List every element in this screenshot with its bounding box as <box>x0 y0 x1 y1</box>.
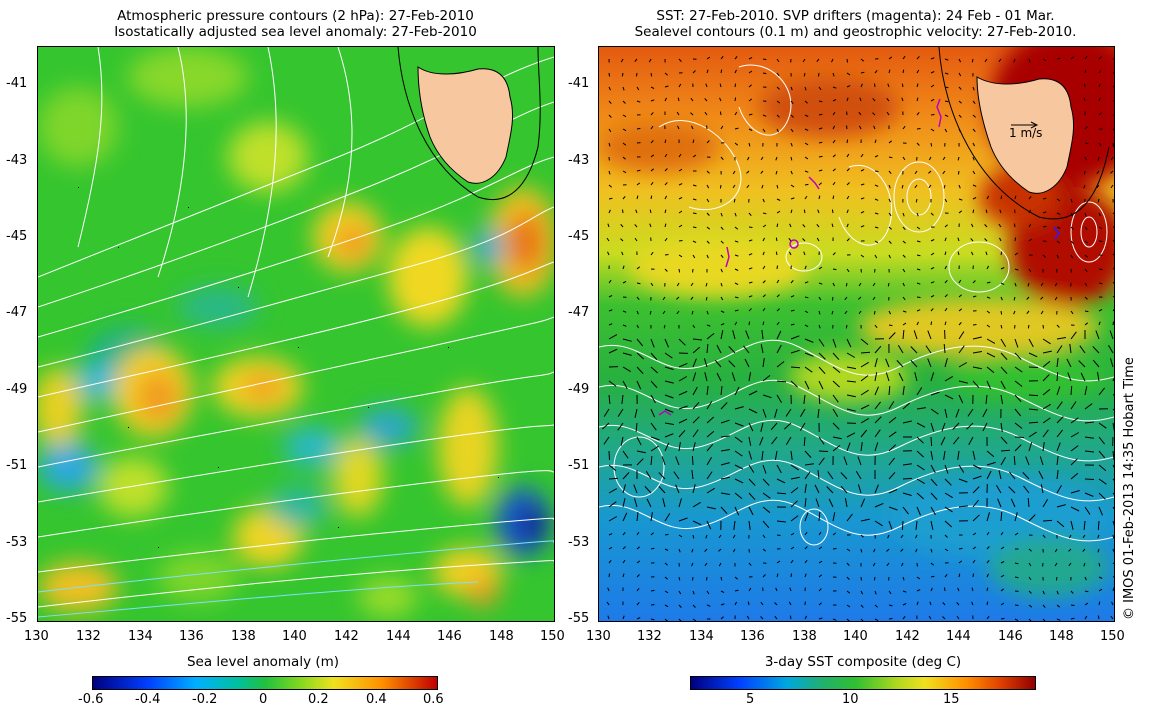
lat-tick: -47 <box>6 305 28 320</box>
lon-tick: 136 <box>179 629 204 644</box>
lat-tick: -45 <box>6 229 28 244</box>
lon-tick: 136 <box>740 629 765 644</box>
colorbar-tick: 10 <box>842 692 859 707</box>
colorbar-tick: 0.2 <box>308 692 329 707</box>
sla-colorbar-label: Sea level anomaly (m) <box>186 654 340 670</box>
sla-map-graphic <box>38 47 554 621</box>
colorbar-tick: -0.2 <box>192 692 218 707</box>
lat-tick: -49 <box>6 382 28 397</box>
colorbar-tick: -0.6 <box>78 692 104 707</box>
lon-tick: 132 <box>76 629 101 644</box>
left-title-line1: Atmospheric pressure contours (2 hPa): 2… <box>117 8 474 24</box>
lat-tick: -47 <box>568 305 590 320</box>
lat-tick: -49 <box>568 382 590 397</box>
left-title-line2: Isostatically adjusted sea level anomaly… <box>114 24 477 40</box>
lon-tick: 150 <box>1100 629 1125 644</box>
credit-text: © IMOS 01-Feb-2013 14:35 Hobart Time <box>1122 357 1137 620</box>
sst-map: 1 m/s <box>598 46 1115 622</box>
colorbar-tick: 15 <box>943 692 960 707</box>
right-title-line1: SST: 27-Feb-2010. SVP drifters (magenta)… <box>656 8 1055 24</box>
sst-map-graphic <box>599 47 1114 621</box>
lon-tick: 132 <box>637 629 662 644</box>
lat-tick: -53 <box>6 535 28 550</box>
lon-tick: 148 <box>1049 629 1074 644</box>
lon-tick: 142 <box>334 629 359 644</box>
lon-tick: 144 <box>386 629 411 644</box>
lon-tick: 146 <box>998 629 1023 644</box>
colorbar-tick: 0.4 <box>366 692 387 707</box>
lat-tick: -51 <box>568 458 590 473</box>
lon-tick: 130 <box>586 629 611 644</box>
sla-map <box>37 46 555 622</box>
lat-tick: -43 <box>568 153 590 168</box>
lon-tick: 134 <box>689 629 714 644</box>
colorbar-tick: 0 <box>259 692 268 707</box>
lat-tick: -53 <box>568 535 590 550</box>
lat-tick: -45 <box>568 229 590 244</box>
lon-tick: 140 <box>843 629 868 644</box>
lon-tick: 140 <box>282 629 307 644</box>
lat-tick: -55 <box>568 611 590 626</box>
sst-colorbar-label: 3-day SST composite (deg C) <box>764 654 962 670</box>
velocity-key-label: 1 m/s <box>1009 126 1043 140</box>
lat-tick: -43 <box>6 153 28 168</box>
lon-tick: 144 <box>946 629 971 644</box>
right-title: SST: 27-Feb-2010. SVP drifters (magenta)… <box>598 8 1113 40</box>
right-title-line2: Sealevel contours (0.1 m) and geostrophi… <box>634 24 1077 40</box>
lon-tick: 146 <box>437 629 462 644</box>
colorbar-tick: -0.4 <box>135 692 161 707</box>
sst-colorbar <box>690 676 1036 690</box>
colorbar-tick: 5 <box>746 692 755 707</box>
lat-tick: -41 <box>6 76 28 91</box>
lon-tick: 142 <box>895 629 920 644</box>
lat-tick: -41 <box>568 76 590 91</box>
lon-tick: 138 <box>231 629 256 644</box>
lat-tick: -51 <box>6 458 28 473</box>
sla-colorbar <box>92 676 438 690</box>
lat-tick: -55 <box>6 611 28 626</box>
lon-tick: 130 <box>24 629 49 644</box>
lon-tick: 150 <box>540 629 565 644</box>
colorbar-tick: 0.6 <box>423 692 444 707</box>
lon-tick: 138 <box>792 629 817 644</box>
lon-tick: 148 <box>489 629 514 644</box>
left-title: Atmospheric pressure contours (2 hPa): 2… <box>38 8 553 40</box>
lon-tick: 134 <box>128 629 153 644</box>
